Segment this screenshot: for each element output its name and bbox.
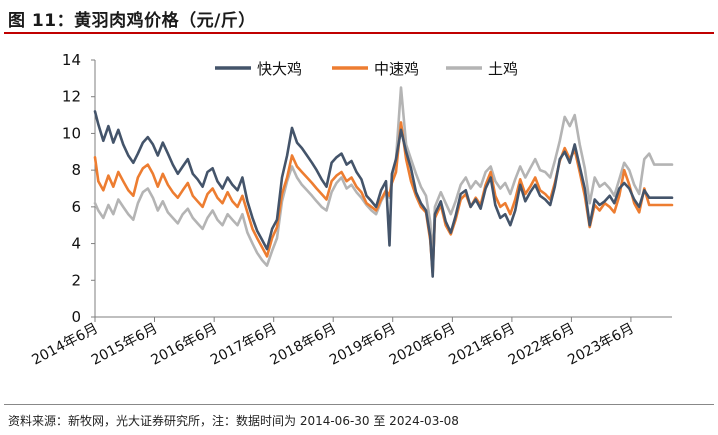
title-rule (4, 32, 714, 34)
y-tick-label: 12 (62, 88, 81, 106)
x-tick-label: 2017年6月 (208, 320, 280, 368)
legend-label: 中速鸡 (374, 60, 419, 78)
x-tick-label: 2015年6月 (89, 320, 161, 368)
x-tick-label: 2023年6月 (565, 320, 637, 368)
y-tick-label: 4 (71, 235, 81, 253)
y-tick-label: 0 (71, 308, 81, 326)
series-line-3 (93, 86, 674, 267)
x-tick-label: 2014年6月 (29, 320, 101, 368)
source-note: 资料来源：新牧网，光大证券研究所，注：数据时间为 2014-06-30 至 20… (8, 414, 459, 428)
y-tick-label: 10 (62, 124, 81, 142)
footer-rule (4, 404, 714, 405)
y-tick-label: 6 (71, 198, 81, 216)
x-tick-label: 2018年6月 (268, 320, 340, 368)
y-tick-label: 8 (71, 161, 81, 179)
legend-label: 土鸡 (488, 60, 518, 78)
x-tick-label: 2019年6月 (327, 320, 399, 368)
x-tick-label: 2020年6月 (387, 320, 459, 368)
series-line-1 (93, 110, 674, 278)
x-tick-label: 2022年6月 (506, 320, 578, 368)
legend-label: 快大鸡 (257, 60, 302, 78)
y-tick-label: 14 (62, 51, 81, 69)
chart-title: 图 11：黄羽肉鸡价格（元/斤） (8, 11, 256, 31)
x-tick-label: 2016年6月 (148, 320, 220, 368)
x-tick-label: 2021年6月 (446, 320, 518, 368)
y-tick-label: 2 (71, 271, 81, 289)
legend: 快大鸡 中速鸡 土鸡 (215, 60, 518, 78)
series-layer (93, 86, 674, 278)
line-chart: 024681012142014年6月2015年6月2016年6月2017年6月2… (29, 51, 674, 369)
